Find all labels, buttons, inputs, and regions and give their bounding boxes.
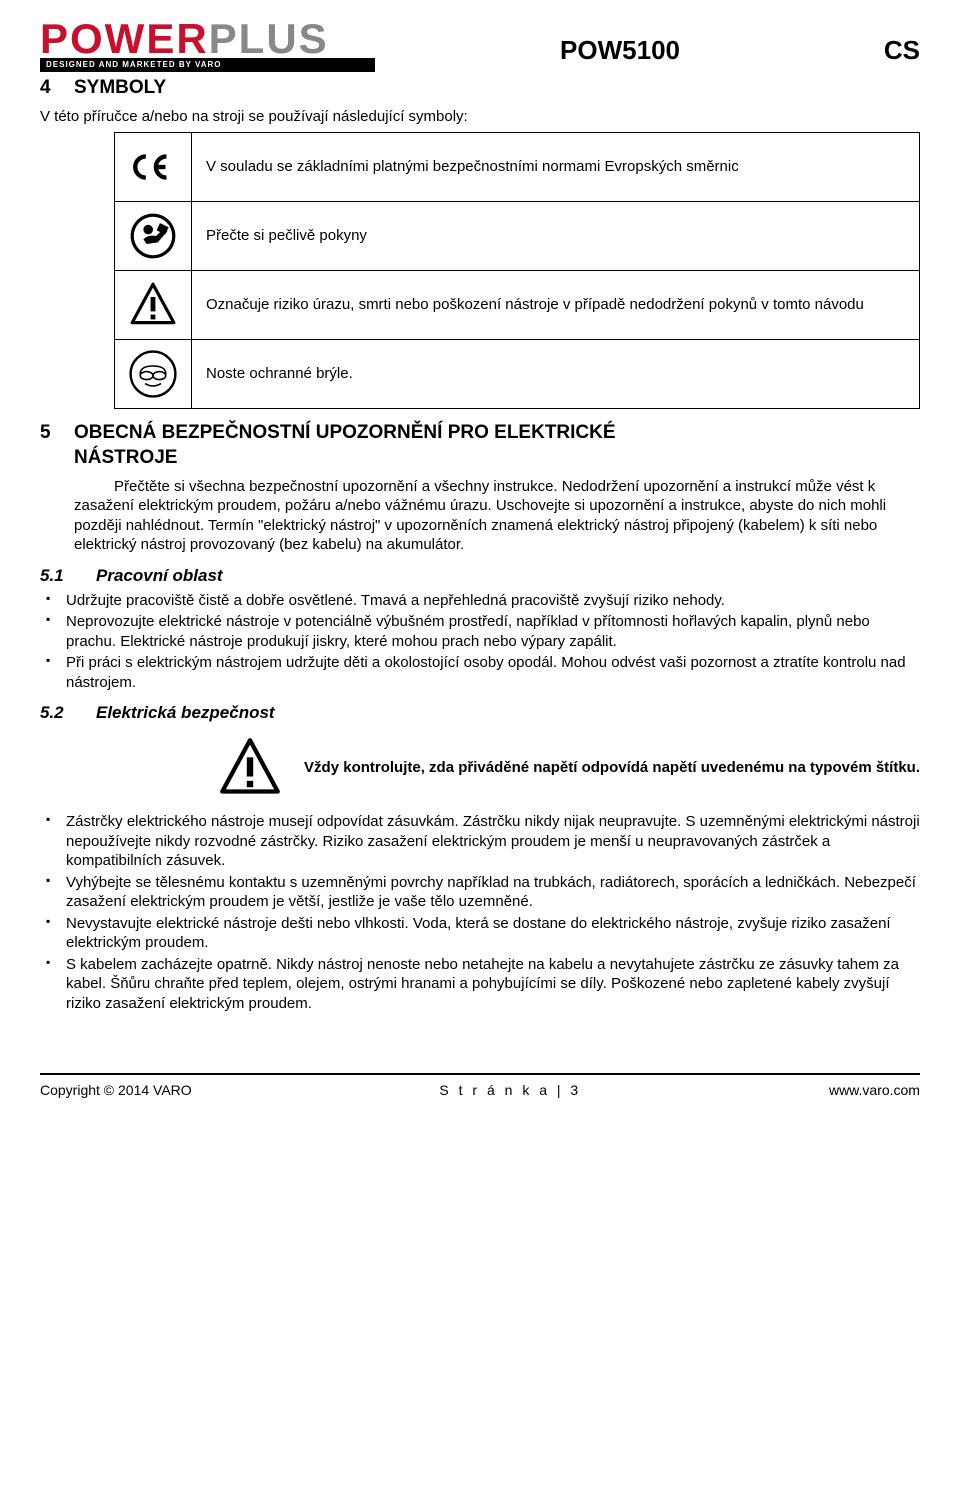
section-5-2-title: Elektrická bezpečnost (96, 702, 275, 724)
footer-copyright: Copyright © 2014 VARO (40, 1081, 192, 1099)
safety-goggles-icon (115, 340, 192, 409)
footer-url: www.varo.com (829, 1081, 920, 1099)
warning-text: Vždy kontrolujte, zda přiváděné napětí o… (304, 758, 920, 778)
list-item: Neprovozujte elektrické nástroje v poten… (40, 612, 920, 651)
warning-triangle-icon (115, 271, 192, 340)
section-4-heading: 4 SYMBOLY (40, 76, 920, 101)
read-manual-icon (115, 202, 192, 271)
warning-triangle-icon (218, 736, 282, 800)
section-5-1-heading: 5.1 Pracovní oblast (40, 565, 920, 587)
symbol-desc: Označuje riziko úrazu, smrti nebo poškoz… (192, 271, 920, 340)
page-footer: Copyright © 2014 VARO S t r á n k a | 3 … (40, 1073, 920, 1099)
section-5-para-text: Přečtěte si všechna bezpečnostní upozorn… (74, 478, 886, 554)
ce-mark-icon (115, 133, 192, 202)
footer-page: S t r á n k a | 3 (439, 1081, 581, 1099)
list-item: Vyhýbejte se tělesnému kontaktu s uzemně… (40, 873, 920, 912)
section-5-2-number: 5.2 (40, 702, 96, 724)
section-5-para: Přečtěte si všechna bezpečnostní upozorn… (74, 477, 920, 555)
symbol-desc: Přečte si pečlivě pokyny (192, 202, 920, 271)
section-5-1-title: Pracovní oblast (96, 565, 223, 587)
list-item: Při práci s elektrickým nástrojem udržuj… (40, 653, 920, 692)
section-5-1-number: 5.1 (40, 565, 96, 587)
list-item: Nevystavujte elektrické nástroje dešti n… (40, 914, 920, 953)
list-item: Zástrčky elektrického nástroje musejí od… (40, 812, 920, 871)
table-row: Označuje riziko úrazu, smrti nebo poškoz… (115, 271, 920, 340)
doc-header: POW5100 CS (40, 34, 920, 68)
section-5-heading: 5 OBECNÁ BEZPEČNOSTNÍ UPOZORNĚNÍ PRO ELE… (40, 421, 920, 470)
section-5-2-heading: 5.2 Elektrická bezpečnost (40, 702, 920, 724)
language-code: CS (884, 34, 920, 68)
section-5-1-list: Udržujte pracoviště čistě a dobře osvětl… (40, 591, 920, 693)
warning-block: Vždy kontrolujte, zda přiváděné napětí o… (114, 736, 920, 800)
symbol-desc: V souladu se základními platnými bezpečn… (192, 133, 920, 202)
section-4-title: SYMBOLY (74, 76, 166, 101)
section-4-number: 4 (40, 76, 74, 101)
table-row: Přečte si pečlivě pokyny (115, 202, 920, 271)
list-item: S kabelem zacházejte opatrně. Nikdy nást… (40, 955, 920, 1014)
model-code: POW5100 (560, 34, 680, 68)
table-row: Noste ochranné brýle. (115, 340, 920, 409)
section-5-number: 5 (40, 421, 74, 470)
table-row: V souladu se základními platnými bezpečn… (115, 133, 920, 202)
symbol-desc: Noste ochranné brýle. (192, 340, 920, 409)
section-5-2-list: Zástrčky elektrického nástroje musejí od… (40, 812, 920, 1013)
list-item: Udržujte pracoviště čistě a dobře osvětl… (40, 591, 920, 611)
section-5-title-line2: NÁSTROJE (74, 447, 177, 468)
symbols-table: V souladu se základními platnými bezpečn… (114, 132, 920, 409)
section-5-title-line1: OBECNÁ BEZPEČNOSTNÍ UPOZORNĚNÍ PRO ELEKT… (74, 422, 616, 443)
section-4-intro: V této příručce a/nebo na stroji se použ… (40, 107, 920, 127)
